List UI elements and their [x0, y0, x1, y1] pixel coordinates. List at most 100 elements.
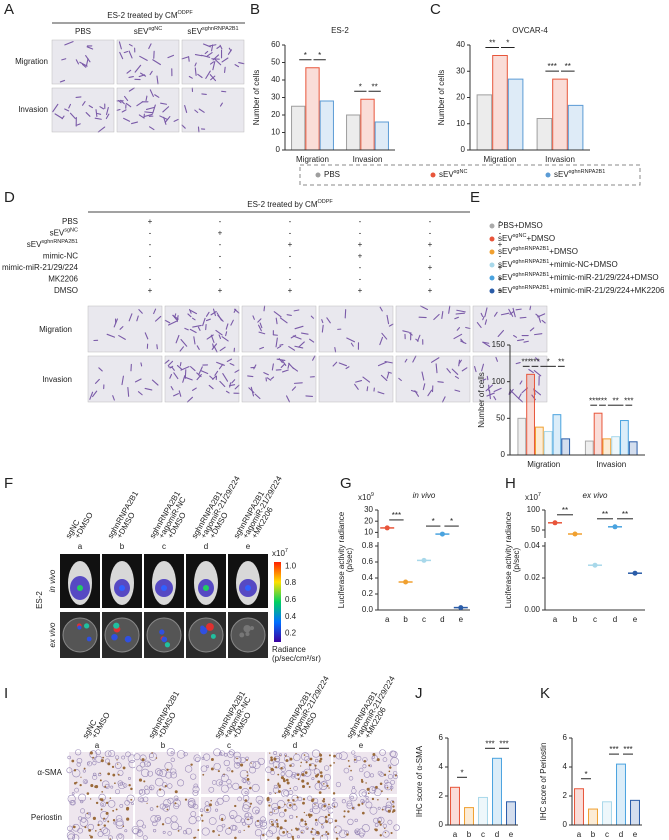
tissue: [237, 796, 242, 802]
bar: [476, 94, 493, 151]
y-tick-label: 40: [456, 40, 465, 49]
stain: [275, 819, 278, 821]
point: [572, 531, 578, 537]
stain: [296, 773, 300, 777]
cell: [276, 345, 282, 349]
treatment-sign: +: [428, 286, 433, 295]
x-tick-label: Invasion: [596, 460, 626, 469]
stain: [390, 831, 393, 835]
sig-label: *: [547, 357, 550, 366]
legend-label-sup: sgNC: [513, 233, 527, 239]
tissue: [354, 830, 358, 834]
cell: [181, 56, 189, 60]
cell: [61, 58, 67, 61]
stain: [71, 759, 75, 763]
tissue: [131, 802, 134, 806]
stain: [318, 760, 322, 763]
stain: [314, 764, 317, 767]
tissue: [300, 752, 310, 761]
tissue: [223, 759, 230, 767]
tissue: [92, 774, 98, 780]
cell: [541, 319, 546, 324]
stain: [379, 834, 382, 837]
legend-label-text: sEV: [498, 273, 513, 282]
tissue: [71, 792, 75, 795]
cell: [534, 333, 543, 336]
tissue: [184, 765, 193, 773]
bar: [602, 438, 612, 456]
tissue: [66, 767, 73, 774]
x-tick-label: c: [593, 615, 597, 624]
stain: [325, 830, 328, 833]
y-tick-label: 10: [456, 119, 465, 128]
cell: [64, 41, 74, 46]
sig-label: **: [565, 62, 571, 71]
stain: [300, 818, 304, 822]
column-label: PBS: [75, 27, 91, 36]
tissue: [136, 765, 143, 772]
legend-label-sup: sghnRNPA2B1: [513, 246, 550, 252]
y-tick-label: 0.8: [362, 541, 374, 550]
tissue: [155, 768, 162, 775]
tissue: [170, 821, 179, 831]
treatment-sign: +: [498, 286, 503, 295]
legend-label-suffix: +DMSO: [549, 247, 578, 256]
tissue: [346, 802, 353, 809]
stain: [234, 804, 237, 808]
treatment-sign: +: [288, 240, 293, 249]
stain: [103, 824, 107, 827]
bar: [507, 78, 524, 151]
cell: [210, 310, 217, 316]
tissue: [80, 817, 87, 823]
tissue: [233, 755, 242, 764]
y-axis-label: Number of cells: [252, 70, 261, 126]
tissue: [166, 747, 175, 757]
cell: [229, 382, 232, 388]
cell: [214, 58, 222, 66]
tissue: [203, 805, 212, 814]
tissue: [203, 753, 211, 761]
cell: [270, 376, 275, 380]
legend-label: sEVsghnRNPA2B1+mimic-miR-21/29/224+MK220…: [498, 285, 665, 295]
cell: [140, 362, 143, 367]
stain: [290, 829, 293, 831]
stain: [301, 773, 305, 777]
x-tick-label: b: [591, 830, 596, 839]
y-tick-label: 0: [439, 820, 444, 829]
cell: [116, 108, 121, 111]
stain: [276, 825, 279, 828]
stain: [102, 756, 105, 759]
stain: [280, 766, 283, 770]
panel-header-sup: ODPF: [317, 199, 333, 205]
tissue: [387, 774, 394, 780]
stain: [266, 798, 270, 802]
micrograph: [52, 88, 114, 132]
x-tick-label: e: [633, 830, 638, 839]
cell: [217, 314, 224, 322]
column-label-text: sEV: [187, 27, 202, 36]
stain: [271, 823, 275, 826]
micrograph: [182, 88, 244, 132]
tissue: [117, 780, 123, 786]
cell: [482, 341, 491, 348]
micrograph: [88, 356, 162, 402]
sig-label: *: [318, 51, 321, 60]
axis-scale-text: x10: [358, 493, 371, 502]
tissue: [101, 826, 109, 834]
tissue: [392, 774, 398, 780]
cell: [92, 390, 98, 398]
legend-swatch: [489, 288, 495, 294]
x-tick-label: d: [495, 830, 499, 839]
tissue: [108, 750, 116, 758]
sig-label: ***: [530, 357, 539, 366]
tissue: [382, 757, 388, 762]
tissue: [208, 786, 215, 793]
panel-letter: B: [250, 1, 260, 18]
stain: [115, 808, 118, 811]
bar: [611, 436, 621, 456]
stain: [146, 802, 148, 804]
cell: [486, 375, 489, 381]
stain: [300, 761, 303, 764]
tissue: [138, 788, 146, 796]
tissue: [221, 774, 229, 782]
